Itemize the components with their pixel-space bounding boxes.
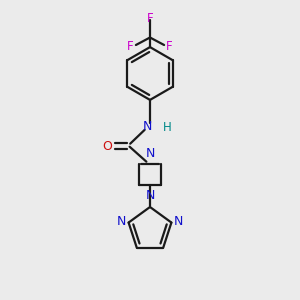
Text: F: F [147,11,153,25]
Text: F: F [127,40,134,53]
Text: N: N [145,147,155,160]
Text: N: N [143,120,152,134]
Text: N: N [174,214,184,227]
Text: N: N [116,214,126,227]
Text: F: F [166,40,173,53]
Text: N: N [145,189,155,202]
Text: H: H [163,121,172,134]
Text: O: O [103,140,112,153]
